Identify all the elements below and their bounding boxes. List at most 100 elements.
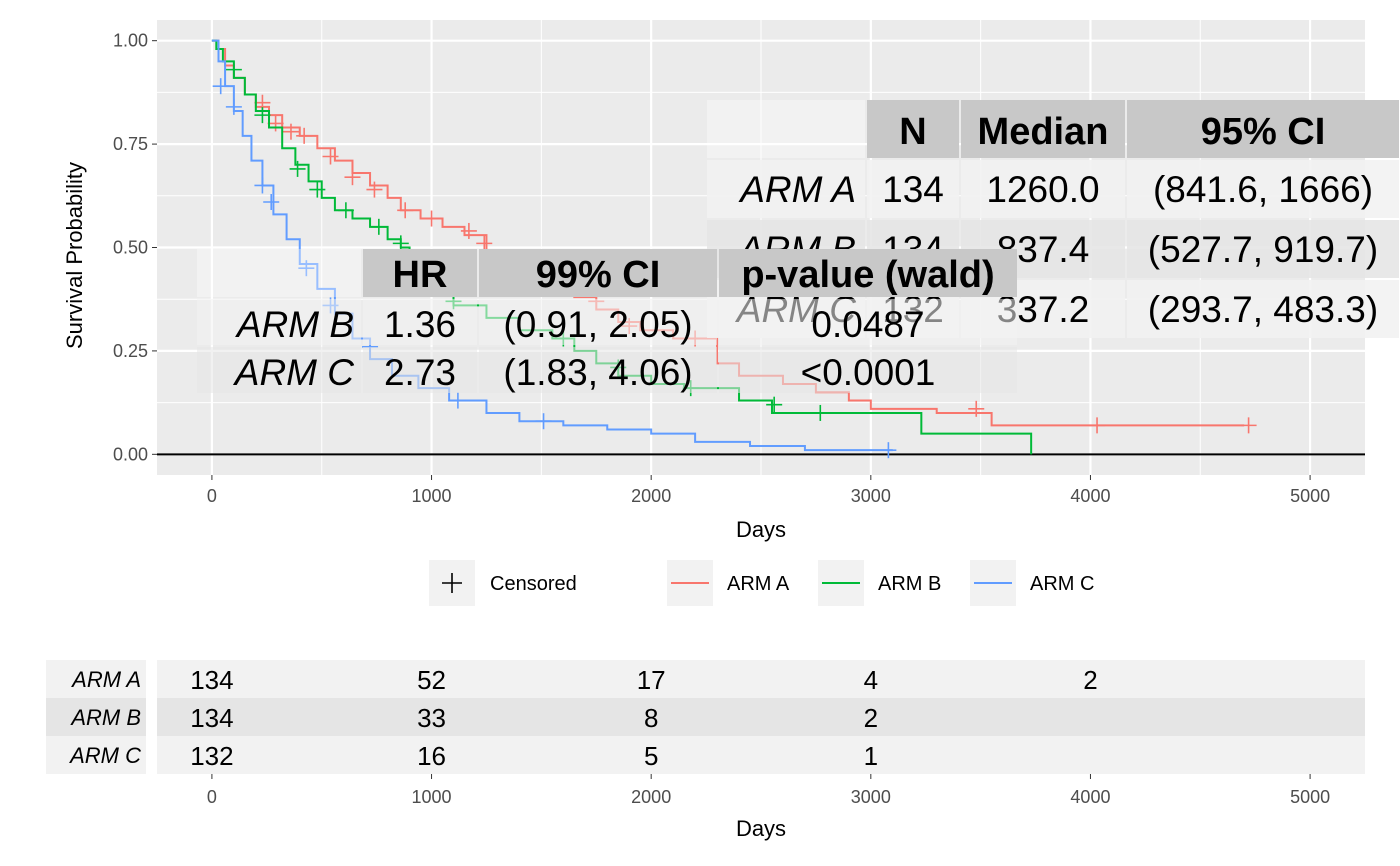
series-line-arm-c — [211, 39, 893, 452]
censor-mark — [282, 123, 299, 140]
summary-header-cell — [707, 100, 865, 158]
summary-cell-bg — [707, 160, 865, 218]
risk-row-label: ARM C — [68, 743, 141, 768]
y-tick-label: 0.25 — [113, 341, 148, 361]
risk-x-tick-label: 4000 — [1070, 787, 1110, 807]
summary-cell-bg — [961, 160, 1125, 218]
legend: Censored ARM A ARM B ARM C — [429, 560, 1094, 606]
hr-header-cell — [197, 249, 361, 297]
censor-mark — [298, 260, 315, 277]
risk-row-bg — [157, 736, 1365, 774]
summary-row-label: ARM A — [738, 169, 856, 210]
hr-cell-bg — [479, 299, 717, 345]
risk-count: 132 — [190, 741, 233, 771]
hr-row-label: ARM B — [235, 304, 354, 345]
risk-count: 5 — [644, 741, 658, 771]
summary-ci: (527.7, 919.7) — [1148, 229, 1378, 270]
y-tick-label: 0.00 — [113, 444, 148, 464]
censor-mark — [267, 115, 284, 132]
risk-count: 52 — [417, 665, 446, 695]
censor-mark — [423, 210, 440, 227]
x-tick-label: 5000 — [1290, 486, 1330, 506]
risk-table: ARM A 134 52 17 4 2 ARM B 134 33 8 2 ARM C 132 16 5 1 0 1… — [46, 660, 1365, 841]
censor-mark — [460, 222, 477, 239]
hr-cell-bg — [479, 347, 717, 393]
censor-mark — [370, 218, 387, 235]
risk-row-label-bg — [46, 660, 146, 698]
risk-count: 2 — [864, 703, 878, 733]
risk-x-tick-label: 2000 — [631, 787, 671, 807]
y-tick-label: 1.00 — [113, 31, 148, 51]
risk-row-label-bg — [46, 736, 146, 774]
legend-label: ARM B — [878, 573, 941, 595]
summary-cell-bg — [867, 160, 959, 218]
risk-count: 33 — [417, 703, 446, 733]
risk-row-bg — [157, 660, 1365, 698]
risk-count: 134 — [190, 665, 233, 695]
summary-median: 1260.0 — [986, 169, 1099, 210]
summary-ci: (293.7, 483.3) — [1148, 289, 1378, 330]
summary-ci: (841.6, 1666) — [1153, 169, 1373, 210]
hr-ci: (1.83, 4.06) — [503, 352, 692, 393]
risk-row-bg — [157, 698, 1365, 736]
hr-cell-bg — [363, 299, 477, 345]
risk-x-tick-label: 3000 — [851, 787, 891, 807]
risk-count: 4 — [864, 665, 878, 695]
censor-mark — [225, 98, 242, 115]
censor-mark — [225, 61, 242, 78]
risk-count: 8 — [644, 703, 658, 733]
risk-count: 134 — [190, 703, 233, 733]
x-axis-label: Days — [736, 517, 786, 542]
hr-cell-bg — [363, 347, 477, 393]
hr-header-cell — [479, 249, 717, 297]
hr-cell-bg — [197, 347, 361, 393]
risk-count: 17 — [637, 665, 666, 695]
hr-header-cell — [363, 249, 477, 297]
censor-mark — [1240, 417, 1257, 434]
censor-mark — [880, 442, 897, 459]
censor-mark — [392, 235, 409, 252]
censor-mark — [212, 78, 229, 95]
hr-p-value: <0.0001 — [801, 352, 936, 393]
hr-value: 1.36 — [384, 304, 456, 345]
risk-x-tick-label: 5000 — [1290, 787, 1330, 807]
censor-mark — [296, 127, 313, 144]
hr-value: 2.73 — [384, 352, 456, 393]
hr-cell-bg — [719, 347, 1017, 393]
hr-header: 99% CI — [536, 254, 661, 296]
risk-row-label: ARM B — [69, 705, 141, 730]
summary-cell-bg — [1127, 160, 1399, 218]
legend-label: ARM A — [727, 573, 790, 595]
censor-mark — [476, 235, 493, 252]
risk-row-label: ARM A — [70, 667, 141, 692]
summary-header-cell — [1127, 100, 1399, 158]
hr-header: HR — [393, 254, 448, 296]
censor-mark — [337, 202, 354, 219]
risk-row-label-bg — [46, 698, 146, 736]
censor-mark — [1089, 417, 1106, 434]
hr-p-value: 0.0487 — [811, 304, 924, 345]
y-tick-label: 0.75 — [113, 134, 148, 154]
hr-header: p-value (wald) — [741, 254, 994, 296]
summary-cell-bg — [1127, 220, 1399, 278]
hr-table: HR 99% CI p-value (wald) ARM B 1.36 (0.91, 2.… — [197, 249, 1017, 393]
risk-x-tick-label: 1000 — [412, 787, 452, 807]
risk-count: 16 — [417, 741, 446, 771]
hr-ci: (0.91, 2.05) — [503, 304, 692, 345]
legend-label-censored: Censored — [490, 573, 577, 595]
risk-x-axis-label: Days — [736, 816, 786, 841]
hr-cell-bg — [719, 299, 1017, 345]
censor-mark — [322, 148, 339, 165]
summary-n: 134 — [882, 169, 944, 210]
censor-mark — [254, 107, 271, 124]
risk-count: 2 — [1083, 665, 1097, 695]
censor-mark — [397, 202, 414, 219]
y-axis-label: Survival Probability — [62, 162, 87, 349]
legend-label: ARM C — [1030, 573, 1094, 595]
hr-header-cell — [719, 249, 1017, 297]
x-tick-label: 3000 — [851, 486, 891, 506]
censor-mark — [968, 400, 985, 417]
censor-mark — [254, 177, 271, 194]
x-tick-label: 1000 — [412, 486, 452, 506]
